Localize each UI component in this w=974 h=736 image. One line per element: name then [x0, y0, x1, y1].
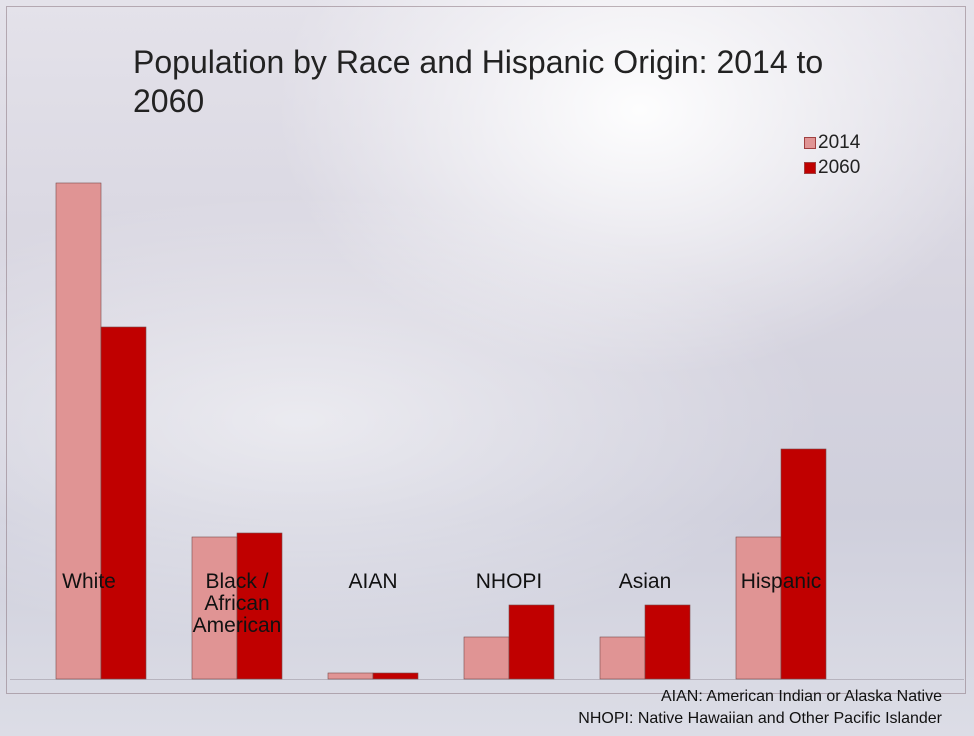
bar-nhopi-2014: [463, 636, 510, 680]
slide-frame: [6, 6, 966, 694]
bar-white-2060: [100, 326, 147, 680]
bar-hispanic-2014: [735, 536, 782, 680]
bar-nhopi-2060: [508, 604, 555, 680]
chart-title: Population by Race and Hispanic Origin: …: [133, 44, 824, 119]
category-label-hispanic: Hispanic: [741, 570, 822, 593]
category-label-aian: AIAN: [348, 570, 397, 593]
category-label-black-african-american: Black / African American: [193, 570, 282, 637]
category-label-nhopi: NHOPI: [476, 570, 543, 593]
bar-aian-2060: [372, 672, 419, 680]
bar-white-2014: [55, 182, 102, 680]
footnote-aian: AIAN: American Indian or Alaska Native: [660, 688, 942, 705]
legend-swatch-2014: [804, 136, 816, 149]
category-label-white: White: [62, 570, 116, 593]
bar-asian-2060: [644, 604, 691, 680]
legend-swatch-2060: [804, 161, 816, 174]
chart-legend: 2014 2060: [804, 130, 860, 180]
legend-item-2060: 2060: [804, 155, 860, 180]
legend-label-2060: 2060: [818, 157, 861, 178]
category-label-asian: Asian: [619, 570, 672, 593]
bar-aian-2014: [327, 672, 374, 680]
footnote-nhopi: NHOPI: Native Hawaiian and Other Pacific…: [578, 710, 942, 727]
legend-label-2014: 2014: [818, 132, 861, 153]
bar-asian-2014: [599, 636, 646, 680]
bar-hispanic-2060: [780, 448, 827, 680]
bar-black-african-american-2060: [236, 532, 283, 680]
legend-item-2014: 2014: [804, 130, 860, 155]
bar-black-african-american-2014: [191, 536, 238, 680]
